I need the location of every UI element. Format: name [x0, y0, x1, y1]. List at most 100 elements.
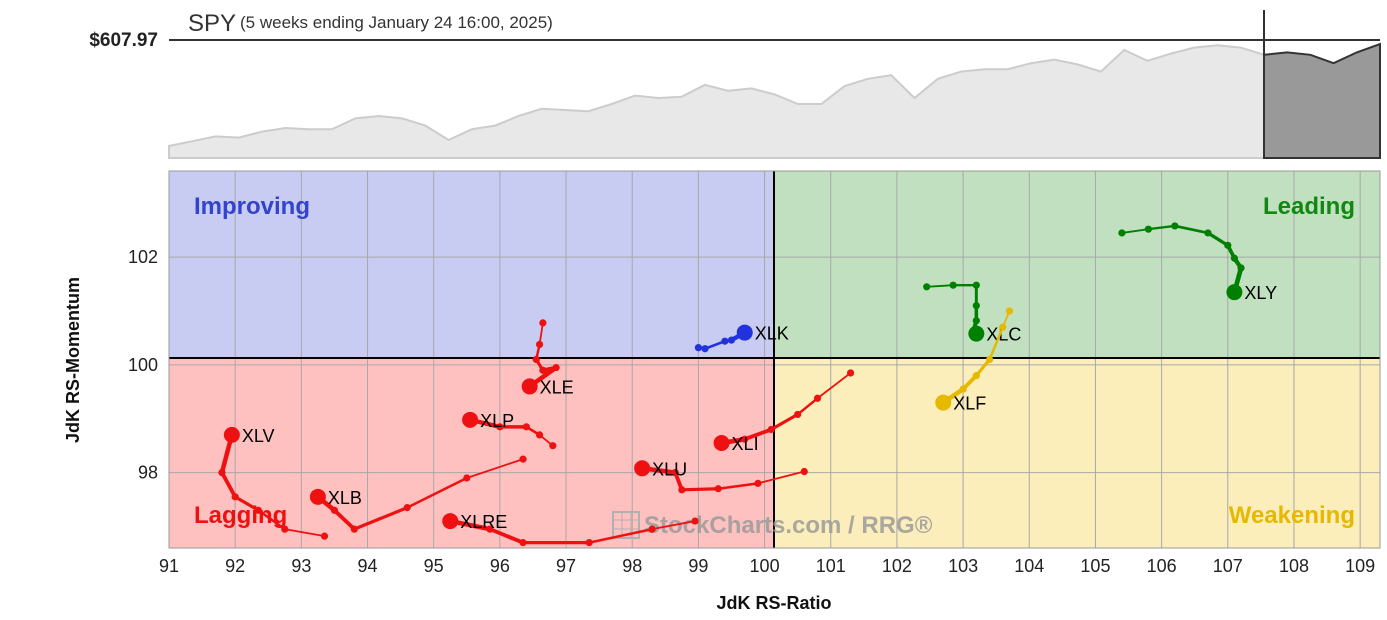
tail-head-point	[634, 460, 651, 477]
tail-segment	[925, 284, 955, 288]
tail-xlf: XLF	[935, 307, 1014, 414]
tail-point	[972, 281, 980, 289]
tail-point	[701, 345, 709, 353]
tail-point	[800, 467, 808, 476]
tail-xle: XLE	[521, 319, 574, 397]
x-tick-label: 108	[1279, 556, 1309, 576]
tail-segment	[796, 397, 819, 416]
quadrant-label-weakening: Weakening	[1229, 502, 1355, 529]
series-label: XLY	[1244, 283, 1277, 303]
tail-head-point	[736, 324, 753, 341]
tail-point	[532, 355, 540, 364]
series-label: XLE	[540, 377, 574, 397]
tail-segment	[465, 458, 524, 479]
x-tick-label: 101	[816, 556, 846, 576]
tail-xli: XLI	[713, 369, 855, 454]
tail-point	[539, 319, 547, 327]
tail-head-point	[521, 378, 538, 395]
price-area	[168, 44, 1265, 159]
tail-segment	[220, 470, 238, 499]
tail-segment	[1206, 231, 1230, 247]
tail-point	[678, 486, 686, 494]
tail-segment	[680, 487, 720, 492]
tail-point	[552, 363, 560, 372]
x-tick-label: 102	[882, 556, 912, 576]
tail-point	[254, 506, 262, 514]
period-subtitle: (5 weeks ending January 24 16:00, 2025)	[240, 13, 553, 32]
tail-segment	[283, 528, 326, 538]
tail-point	[813, 394, 822, 402]
x-tick-label: 100	[750, 556, 780, 576]
tail-point	[741, 435, 749, 443]
tail-point	[714, 485, 722, 493]
x-tick-label: 109	[1345, 556, 1375, 576]
tail-segment	[988, 325, 1005, 361]
tail-point	[959, 385, 967, 393]
tail-xlc: XLC	[923, 281, 1021, 345]
tail-point	[721, 337, 729, 345]
tail-point	[218, 469, 226, 477]
plot-frame	[168, 170, 1381, 549]
tail-segment	[1173, 224, 1210, 235]
x-tick-label: 99	[688, 556, 708, 576]
tail-point	[671, 469, 679, 477]
tail-segment	[1147, 224, 1177, 231]
tail-point	[535, 340, 544, 349]
y-tick-label: 100	[128, 355, 158, 375]
price-area-shaded	[1263, 42, 1381, 159]
series-label: XLB	[328, 488, 362, 508]
tail-point	[463, 474, 471, 482]
tail-point	[330, 506, 339, 514]
tail-point	[972, 317, 980, 325]
tail-segment	[816, 372, 852, 400]
x-tick-label: 95	[424, 556, 444, 576]
tail-point	[972, 372, 980, 380]
tail-point	[794, 410, 802, 419]
rrg-plot: Improving Leading Lagging Weakening Stoc…	[168, 170, 1381, 549]
tail-point	[522, 423, 530, 431]
quadrant-label-leading: Leading	[1263, 193, 1355, 220]
x-tick-label: 93	[291, 556, 311, 576]
x-tick-label: 104	[1014, 556, 1044, 576]
tail-point	[350, 525, 358, 533]
x-tick-label: 103	[948, 556, 978, 576]
tail-segment	[405, 476, 469, 509]
tail-point	[999, 323, 1007, 331]
x-axis-label: JdK RS-Ratio	[716, 593, 831, 613]
tail-point	[585, 539, 593, 547]
series-label: XLV	[242, 426, 275, 446]
tail-head-point	[223, 426, 240, 443]
tail-head-point	[309, 488, 326, 505]
tail-xlb: XLB	[309, 455, 527, 533]
x-tick-label: 106	[1147, 556, 1177, 576]
x-tick-label: 94	[358, 556, 378, 576]
tail-xlp: XLP	[462, 411, 557, 450]
tail-segment	[651, 520, 696, 531]
tail-point	[754, 479, 762, 487]
tail-segment	[233, 495, 260, 512]
tail-point	[320, 532, 329, 540]
tail-point	[1144, 225, 1152, 233]
quadrant-lagging	[169, 358, 774, 548]
tail-point	[231, 493, 239, 501]
tail-point	[972, 302, 980, 310]
series-label: XLK	[755, 324, 789, 344]
tail-point	[403, 504, 411, 512]
price-chart	[168, 10, 1381, 159]
tail-segment	[717, 482, 760, 490]
x-tick-label: 97	[556, 556, 576, 576]
tail-xlu: XLU	[634, 459, 808, 494]
tail-segment	[1121, 228, 1150, 234]
tail-segment	[257, 509, 287, 531]
series-label: XLRE	[460, 512, 507, 532]
y-tick-label: 98	[138, 463, 158, 483]
tail-point	[1204, 229, 1212, 237]
series-label: XLF	[953, 394, 986, 414]
quadrant-leading	[774, 171, 1380, 358]
tail-head-point	[935, 394, 952, 411]
series-label: XLP	[480, 411, 514, 431]
tail-point	[535, 431, 544, 439]
x-tick-labels: 91 92 93 94 95 96 97 98 99 100 101 102 103 104 105 106 1…	[159, 556, 1375, 576]
tail-point	[1005, 307, 1014, 315]
